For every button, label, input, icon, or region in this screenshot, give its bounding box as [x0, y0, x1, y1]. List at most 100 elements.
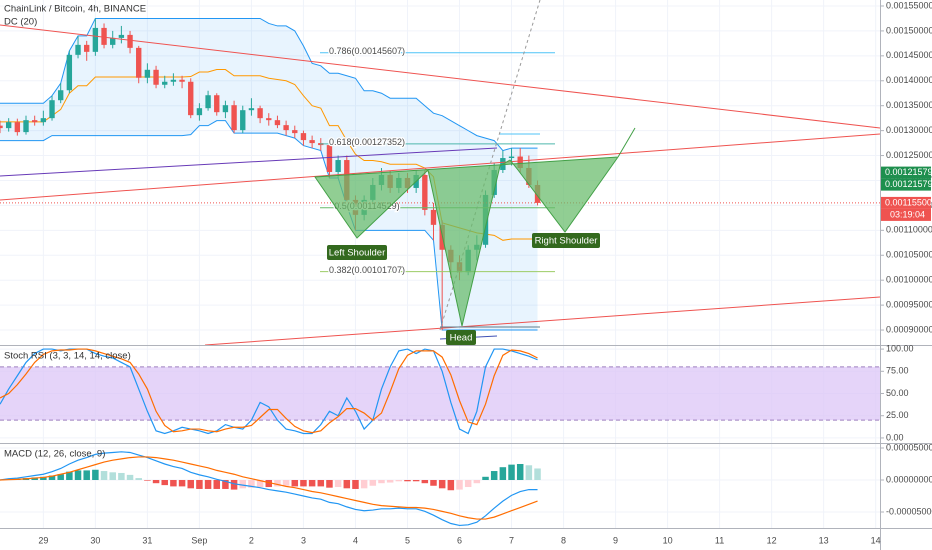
candle-body	[196, 108, 203, 116]
indicator-label: MACD (12, 26, close, 9)	[4, 449, 105, 460]
y-tick-label: 0.00135000	[886, 100, 932, 110]
y-tick-label: 0.00105000	[886, 250, 932, 260]
y-tick-label: 100.00	[886, 343, 914, 353]
price-tag-label: 0.00121579	[885, 179, 932, 189]
histogram-bar	[456, 479, 463, 490]
series-line	[0, 348, 538, 434]
candle-body	[23, 120, 29, 133]
histogram-bar	[326, 479, 333, 488]
histogram-bar	[499, 467, 507, 480]
histogram-bar	[48, 475, 56, 480]
pattern-label-box	[327, 245, 387, 260]
histogram-bar	[395, 479, 403, 482]
pattern-label-box	[532, 233, 600, 248]
histogram-bar	[308, 479, 316, 487]
channel-fill	[0, 18, 538, 331]
y-tick-label: 0.00090000	[886, 324, 932, 334]
candle-body	[31, 120, 38, 123]
histogram-bar	[482, 476, 489, 480]
histogram-bar	[334, 479, 342, 488]
histogram-bar	[204, 479, 212, 489]
histogram-bar	[109, 472, 116, 480]
candle-body	[309, 140, 315, 144]
x-tick-label: 12	[767, 535, 777, 545]
candle-body	[92, 27, 99, 52]
candle-body	[118, 34, 125, 38]
histogram-bar	[464, 479, 472, 488]
candle-body	[110, 37, 116, 45]
candle-body	[162, 81, 168, 85]
price-tag	[881, 166, 931, 179]
candle-body	[136, 47, 142, 78]
candle-body	[266, 118, 272, 121]
candle-body	[58, 90, 64, 101]
candle-body	[222, 105, 229, 113]
histogram-bar	[490, 471, 498, 480]
histogram-bar	[265, 479, 273, 488]
histogram-bar	[57, 474, 64, 480]
histogram-bar	[161, 479, 168, 486]
x-tick-label: 11	[715, 535, 724, 545]
y-tick-label: 0.00155000	[886, 0, 932, 10]
histogram-bar	[92, 469, 99, 480]
channel-upper	[0, 17, 538, 152]
x-tick-label: Sep	[191, 535, 207, 545]
series-line	[0, 348, 538, 435]
histogram-bar	[352, 479, 359, 489]
histogram-bar	[178, 479, 186, 487]
indicator-label: DC (20)	[4, 17, 37, 28]
histogram-bar	[343, 479, 351, 489]
histogram-bar	[230, 479, 238, 490]
price-tag	[881, 178, 931, 191]
candle-body	[326, 145, 333, 173]
histogram-bar	[83, 470, 90, 480]
histogram-bar	[369, 479, 377, 486]
histogram-bar	[74, 470, 82, 480]
y-tick-label: 0.00110000	[886, 225, 932, 235]
pattern-label: Right Shoulder	[535, 236, 598, 247]
candle-body	[283, 125, 289, 131]
histogram-bar	[534, 468, 541, 480]
histogram-bar	[473, 479, 481, 484]
histogram-bar	[66, 471, 73, 480]
histogram-bar	[430, 479, 437, 486]
histogram-bar	[386, 479, 394, 483]
y-tick-label: 50.00	[886, 388, 909, 398]
candle-body	[430, 209, 437, 225]
candle-body	[14, 122, 21, 133]
x-tick-label: 29	[38, 535, 48, 545]
candle-body	[188, 81, 194, 116]
candle-body	[508, 156, 515, 159]
histogram-bar	[152, 479, 160, 484]
candle-body	[0, 125, 3, 129]
price-tag-label: 0.00121579	[885, 167, 932, 177]
fib-level-label: 0.618(0.00127352)	[329, 137, 405, 147]
fib-level-label: 0.382(0.00101707)	[329, 265, 405, 275]
histogram-bar	[300, 479, 307, 487]
series-line	[0, 456, 538, 520]
y-tick-label: 75.00	[886, 366, 909, 376]
x-tick-label: 31	[142, 535, 152, 545]
histogram-bar	[317, 479, 325, 487]
fib-level-label: 0.786(0.00145607)	[329, 46, 405, 56]
histogram-bar	[135, 478, 142, 480]
histogram-bar	[256, 479, 264, 488]
series-line	[0, 451, 538, 527]
x-tick-label: 4	[353, 535, 358, 545]
histogram-bar	[239, 479, 247, 489]
x-tick-label: 5	[405, 535, 410, 545]
data-layer: 0.786(0.00145607)0.618(0.00127352)0.5(0.…	[0, 0, 880, 528]
candle-body	[49, 100, 55, 119]
candle-body	[517, 156, 523, 169]
y-tick-label: 0.00095000	[886, 299, 932, 309]
histogram-bar	[282, 479, 290, 486]
histogram-bar	[126, 474, 134, 480]
histogram-bar	[31, 477, 38, 480]
pattern-label: Head	[450, 333, 473, 344]
y-tick-label: 0.00125000	[886, 150, 932, 160]
band-fill	[0, 366, 880, 421]
histogram-bar	[404, 479, 411, 482]
histogram-bar	[213, 479, 220, 489]
histogram-bar	[447, 479, 455, 491]
